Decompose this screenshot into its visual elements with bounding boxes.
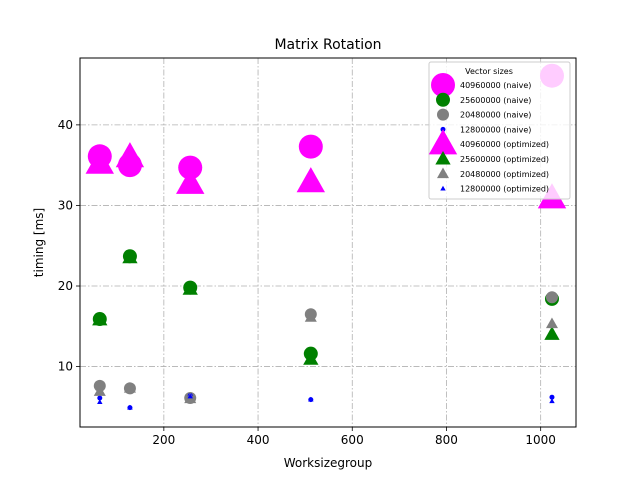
- data-point-triangle: [85, 148, 114, 174]
- y-tick-label: 40: [58, 118, 73, 132]
- legend-marker: [440, 185, 446, 191]
- legend-label: 25600000 (naive): [460, 96, 531, 105]
- data-point-triangle: [182, 281, 198, 295]
- axis-ticks: 200 400 600 800 1000 10 20 30 40: [58, 118, 556, 447]
- legend-marker: [435, 150, 451, 165]
- legend-marker: [436, 167, 450, 179]
- y-tick-label: 10: [58, 360, 73, 374]
- data-point-circle: [298, 134, 323, 159]
- data-point-circle: [97, 395, 103, 401]
- legend-entry: 40960000 (optimized): [428, 129, 549, 155]
- legend-title: Vector sizes: [465, 67, 513, 76]
- legend-entry: 20480000 (optimized): [436, 167, 549, 179]
- series-6: [93, 311, 558, 404]
- legend-label: 20480000 (naive): [460, 111, 531, 120]
- legend-entry: 40960000 (naive): [431, 73, 531, 97]
- legend-label: 12800000 (optimized): [460, 185, 549, 194]
- data-point-circle: [178, 155, 203, 180]
- legend-marker: [437, 108, 449, 121]
- data-point-triangle: [296, 167, 326, 193]
- data-point-triangle: [187, 393, 193, 399]
- plot-frame: [79, 57, 577, 428]
- legend-label: 40960000 (optimized): [460, 140, 549, 149]
- series-5: [92, 249, 560, 365]
- data-point-triangle: [115, 142, 145, 168]
- series-4: [85, 142, 567, 209]
- data-point-triangle: [127, 404, 133, 410]
- data-point-triangle: [93, 385, 106, 396]
- x-tick-label: 600: [341, 433, 364, 447]
- legend-label: 20480000 (optimized): [460, 170, 549, 179]
- x-tick-label: 1000: [525, 433, 556, 447]
- legend: Vector sizes 40960000 (naive) 25600000 (n…: [428, 61, 571, 200]
- data-point-triangle: [308, 396, 314, 402]
- x-tick-label: 400: [247, 433, 270, 447]
- legend-marker: [428, 129, 458, 155]
- x-axis-label: Worksizegroup: [284, 456, 373, 470]
- data-point-triangle: [545, 317, 558, 329]
- legend-entry: 20480000 (naive): [437, 108, 531, 121]
- legend-marker: [431, 73, 455, 97]
- data-point-triangle: [123, 382, 136, 393]
- data-point-circle: [545, 291, 558, 304]
- legend-label: 25600000 (optimized): [460, 155, 549, 164]
- data-point-circle: [549, 394, 555, 400]
- legend-entry: 25600000 (optimized): [435, 150, 549, 165]
- legend-marker: [436, 92, 450, 107]
- data-point-triangle: [92, 311, 108, 326]
- series-7: [97, 393, 555, 410]
- x-tick-label: 800: [435, 433, 458, 447]
- data-point-triangle: [549, 398, 555, 404]
- data-point-triangle: [176, 168, 205, 194]
- legend-label: 40960000 (naive): [460, 81, 531, 90]
- legend-entry: 25600000 (naive): [436, 92, 531, 107]
- data-point-triangle: [97, 399, 103, 404]
- data-point-triangle: [303, 351, 319, 365]
- y-axis-label: timing [ms]: [32, 208, 46, 277]
- data-point-triangle: [304, 311, 317, 322]
- legend-box: [428, 61, 571, 200]
- x-tick-label: 200: [152, 433, 175, 447]
- chart-title: Matrix Rotation: [274, 37, 381, 53]
- y-tick-label: 20: [58, 279, 73, 293]
- legend-entries: 40960000 (naive) 25600000 (naive) 20480000…: [428, 73, 549, 194]
- data-points: [85, 63, 567, 411]
- data-point-triangle: [122, 249, 138, 264]
- data-point-triangle: [544, 326, 560, 340]
- y-tick-label: 30: [58, 198, 73, 212]
- legend-entry: 12800000 (optimized): [440, 185, 549, 194]
- legend-label: 12800000 (naive): [460, 125, 531, 134]
